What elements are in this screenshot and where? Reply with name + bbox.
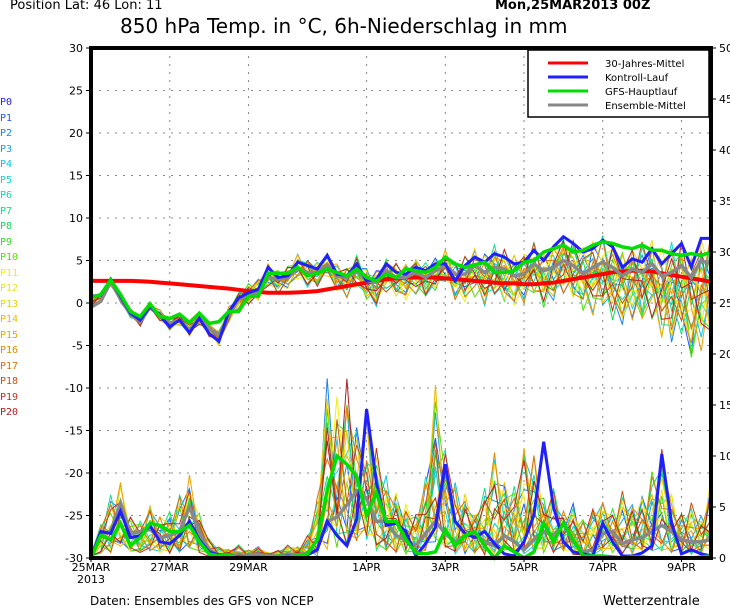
left-tick-label: 20 <box>69 127 83 140</box>
temp-gfs-line <box>90 239 712 326</box>
right-tick-label: 45 <box>719 93 730 106</box>
legend: 30-Jahres-Mittel Kontroll-Lauf GFS-Hauptla… <box>527 49 710 118</box>
member-label-p4: P4 <box>0 159 13 170</box>
precip-line-p10 <box>90 401 712 558</box>
data-source-label: Daten: Ensembles des GFS von NCEP <box>90 594 314 608</box>
member-label-p20: P20 <box>0 407 19 418</box>
x-tick-sublabel: 2013 <box>77 573 105 586</box>
x-tick-label: 7APR <box>588 561 617 574</box>
left-tick-label: 5 <box>76 255 83 268</box>
main-series-lines <box>89 234 712 561</box>
right-tick-label: 30 <box>719 246 730 259</box>
x-tick-label: 5APR <box>510 561 539 574</box>
grid-lines <box>91 48 711 558</box>
member-label-p19: P19 <box>0 391 19 403</box>
legend-label: GFS-Hauptlauf <box>605 87 678 98</box>
right-tick-label: 40 <box>719 144 730 157</box>
legend-label: 30-Jahres-Mittel <box>605 59 684 70</box>
member-label-p9: P9 <box>0 236 13 248</box>
legend-label: Ensemble-Mittel <box>605 101 686 112</box>
member-label-p14: P14 <box>0 314 19 325</box>
precip-line-p15 <box>90 436 712 558</box>
member-label-p16: P16 <box>0 345 19 356</box>
left-tick-label: -25 <box>65 510 83 523</box>
left-tick-label: -30 <box>65 552 83 565</box>
x-tick-label: 1APR <box>352 561 381 574</box>
member-label-p2: P2 <box>0 128 13 139</box>
right-tick-label: 50 <box>719 42 730 55</box>
member-label-p18: P18 <box>0 376 19 387</box>
x-tick-label: 25MAR <box>72 561 111 574</box>
plot-frame <box>89 46 713 560</box>
member-label-p10: P10 <box>0 252 19 263</box>
run-time-label: Mon,25MAR2013 00Z <box>495 0 651 13</box>
member-label-p13: P13 <box>0 298 19 310</box>
left-tick-label: 0 <box>76 297 83 310</box>
x-tick-label: 9APR <box>667 561 696 574</box>
x-tick-label: 29MAR <box>229 561 268 574</box>
right-tick-label: 0 <box>719 552 726 565</box>
member-label-p0: P0 <box>0 97 13 108</box>
member-label-p3: P3 <box>0 143 13 155</box>
right-tick-label: 25 <box>719 297 730 310</box>
axes: 302520151050-5-10-15-20-25-3050454035302… <box>65 42 730 586</box>
member-label-p6: P6 <box>0 190 13 201</box>
member-label-p11: P11 <box>0 267 19 279</box>
right-tick-label: 35 <box>719 195 730 208</box>
right-tick-label: 20 <box>719 348 730 361</box>
member-label-p15: P15 <box>0 329 19 341</box>
left-tick-label: -10 <box>65 382 83 395</box>
left-tick-label: 30 <box>69 42 83 55</box>
chart-title: 850 hPa Temp. in °C, 6h-Niederschlag in … <box>120 14 568 38</box>
right-tick-label: 5 <box>719 501 726 514</box>
x-tick-label: 27MAR <box>150 561 189 574</box>
member-label-p8: P8 <box>0 221 13 232</box>
member-label-p5: P5 <box>0 174 13 186</box>
left-tick-label: 10 <box>69 212 83 225</box>
left-tick-label: -20 <box>65 467 83 480</box>
left-tick-label: 25 <box>69 85 83 98</box>
member-label-p7: P7 <box>0 205 13 217</box>
x-tick-label: 3APR <box>431 561 460 574</box>
brand-label: Wetterzentrale <box>603 594 700 609</box>
position-label: Position Lat: 46 Lon: 11 <box>10 0 163 13</box>
left-tick-label: 15 <box>69 170 83 183</box>
right-tick-label: 10 <box>719 450 730 463</box>
member-label-p12: P12 <box>0 283 19 294</box>
left-tick-label: -5 <box>72 340 83 353</box>
member-label-p17: P17 <box>0 360 19 372</box>
precip-line-p14 <box>90 384 712 558</box>
member-label-p1: P1 <box>0 112 13 124</box>
right-tick-label: 15 <box>719 399 730 412</box>
legend-label: Kontroll-Lauf <box>605 73 669 84</box>
member-temp-lines <box>90 233 712 358</box>
left-tick-label: -15 <box>65 425 83 438</box>
